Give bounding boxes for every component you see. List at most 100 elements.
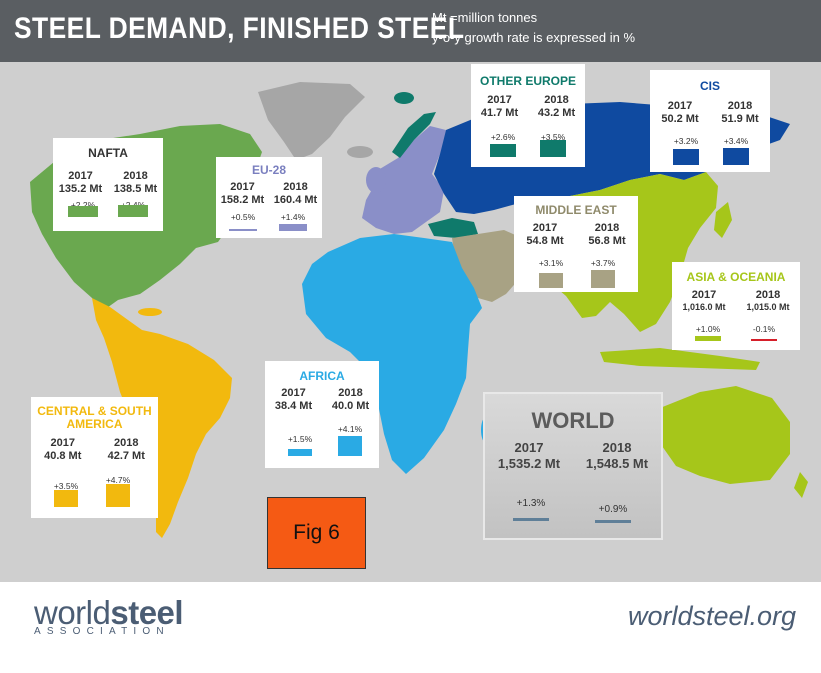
year-label: 2017 <box>50 437 75 449</box>
logo-text-light: world <box>34 594 111 631</box>
growth-bar <box>118 205 148 217</box>
region-name: CENTRAL & SOUTH AMERICA <box>37 404 152 431</box>
norway-shape <box>392 112 436 158</box>
world-title: WORLD <box>531 408 615 433</box>
demand-value: 40.0 Mt <box>331 400 370 412</box>
year-label: 2017 <box>487 94 512 106</box>
header-bar: STEEL DEMAND, FINISHED STEEL Mt =million… <box>0 0 821 62</box>
growth-label: +4.1% <box>337 424 363 434</box>
growth-label: +1.4% <box>280 212 306 222</box>
uk-shape <box>366 167 386 193</box>
growth-bar <box>591 269 615 288</box>
growth-bar <box>68 206 98 217</box>
year-label: 2018 <box>114 437 139 449</box>
year-label: 2018 <box>594 222 620 234</box>
growth-note: y-o-y growth rate is expressed in % <box>432 30 636 45</box>
figure-label: Fig 6 <box>267 497 366 569</box>
region-box-central-south-america: CENTRAL & SOUTH AMERICA 2017 40.8 Mt 2018… <box>31 397 158 518</box>
demand-value: 41.7 Mt <box>480 107 519 119</box>
growth-label: -0.1% <box>752 324 776 334</box>
caribbean-shape <box>138 308 162 316</box>
growth-label: +1.3% <box>516 498 546 509</box>
africa-shape <box>302 234 482 474</box>
demand-value: 1,015.0 Mt <box>746 302 790 312</box>
growth-label: +3.4% <box>723 136 749 146</box>
new-zealand-shape <box>794 472 808 498</box>
year-label: 2017 <box>230 181 255 193</box>
growth-label: +3.2% <box>673 136 699 146</box>
growth-bar <box>288 448 312 456</box>
growth-bar <box>106 483 130 507</box>
year-label: 2018 <box>338 387 363 399</box>
growth-bar <box>673 149 699 165</box>
growth-bar <box>54 489 78 507</box>
region-box-cis: CIS 2017 50.2 Mt 2018 51.9 Mt +3.2% +3.4% <box>650 70 770 172</box>
year-label: 2017 <box>68 170 93 182</box>
growth-label: +3.1% <box>538 258 564 268</box>
growth-label: +3.5% <box>53 481 79 491</box>
map-title: STEEL DEMAND, FINISHED STEEL <box>14 12 465 45</box>
demand-value: 42.7 Mt <box>107 450 145 462</box>
growth-label: +2.2% <box>70 200 96 210</box>
region-box-asia-oceania: ASIA & OCEANIA 2017 1,016.0 Mt 2018 1,015.… <box>672 262 800 350</box>
demand-value: 135.2 Mt <box>58 183 103 195</box>
region-box-middle-east: MIDDLE EAST 2017 54.8 Mt 2018 56.8 Mt +3.1… <box>514 196 638 292</box>
footer <box>0 582 821 673</box>
region-name: CIS <box>699 79 720 93</box>
growth-bar <box>279 224 307 231</box>
growth-bar <box>751 339 777 341</box>
demand-value: 1,548.5 Mt <box>585 456 649 471</box>
logo-subtitle: ASSOCIATION <box>34 626 170 637</box>
region-values: 2017 54.8 Mt 2018 56.8 Mt <box>514 222 638 248</box>
growth-bar <box>490 144 516 157</box>
growth-bar <box>338 435 362 456</box>
year-label: 2017 <box>514 440 544 455</box>
growth-label: +3.5% <box>540 132 566 142</box>
demand-value: 1,016.0 Mt <box>682 302 726 312</box>
year-label: 2017 <box>667 100 693 112</box>
demand-value: 138.5 Mt <box>113 183 158 195</box>
australia-shape <box>660 386 790 484</box>
japan-shape <box>714 202 732 238</box>
world-summary-box: WORLD 2017 1,535.2 Mt 2018 1,548.5 Mt +1.3… <box>483 392 663 540</box>
demand-value: 38.4 Mt <box>274 400 313 412</box>
region-values: 2017 1,016.0 Mt 2018 1,015.0 Mt <box>672 289 800 313</box>
iceland-shape <box>347 146 373 158</box>
region-values: 2017 135.2 Mt 2018 138.5 Mt <box>53 170 163 196</box>
logo-text-bold: steel <box>110 594 184 631</box>
world-values: 2017 1,535.2 Mt 2018 1,548.5 Mt <box>485 440 661 472</box>
region-name: AFRICA <box>299 369 345 383</box>
region-values: 2017 158.2 Mt 2018 160.4 Mt <box>216 181 322 207</box>
demand-value: 50.2 Mt <box>661 113 699 125</box>
region-values: 2017 38.4 Mt 2018 40.0 Mt <box>265 387 379 413</box>
eu28-shape <box>362 126 446 234</box>
region-name: MIDDLE EAST <box>535 203 617 217</box>
year-label: 2017 <box>532 222 558 234</box>
demand-value: 40.8 Mt <box>44 450 82 462</box>
turkey-shape <box>428 218 478 238</box>
region-name: NAFTA <box>88 146 128 160</box>
growth-bar <box>723 148 749 165</box>
indonesia-shape <box>600 348 760 370</box>
growth-label: +3.7% <box>590 258 616 268</box>
demand-value: 43.2 Mt <box>537 107 576 119</box>
website-link[interactable]: worldsteel.org <box>628 601 797 631</box>
demand-value: 158.2 Mt <box>220 194 265 206</box>
year-label: 2018 <box>755 289 781 301</box>
growth-bar <box>229 228 257 231</box>
growth-label: +4.7% <box>105 475 131 485</box>
region-box-eu28: EU-28 2017 158.2 Mt 2018 160.4 Mt +0.5% +1… <box>216 157 322 238</box>
year-label: 2018 <box>544 94 569 106</box>
year-label: 2018 <box>123 170 148 182</box>
units-note: Mt =million tonnes <box>432 10 538 25</box>
region-name: OTHER EUROPE <box>479 74 576 88</box>
greenland-shape <box>258 82 365 160</box>
year-label: 2018 <box>727 100 753 112</box>
growth-label: +0.9% <box>598 504 628 515</box>
region-values: 2017 40.8 Mt 2018 42.7 Mt <box>31 437 158 463</box>
growth-label: +1.0% <box>695 324 721 334</box>
growth-bar <box>695 336 721 341</box>
region-values: 2017 50.2 Mt 2018 51.9 Mt <box>650 100 770 126</box>
growth-bar-world <box>513 518 549 521</box>
